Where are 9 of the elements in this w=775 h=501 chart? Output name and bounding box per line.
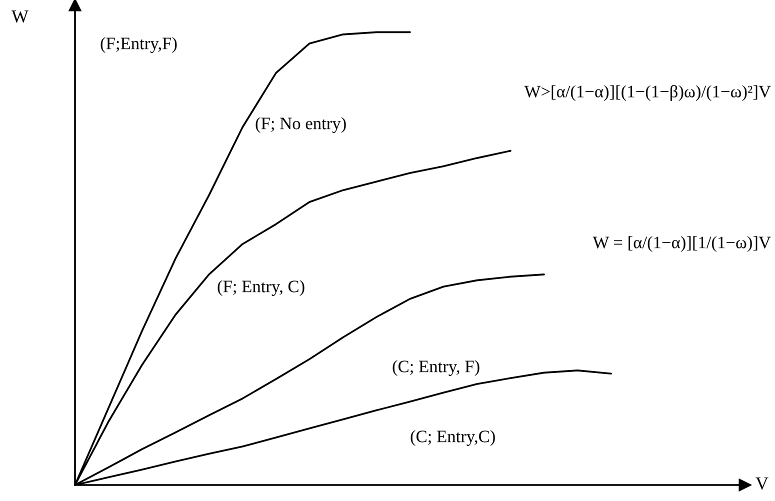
annotation: (C; Entry,C) — [410, 430, 495, 446]
x-axis-title: V — [756, 478, 768, 490]
y-axis-title: W — [11, 10, 28, 23]
annotation: (C; Entry, F) — [392, 360, 480, 376]
annotation: (F; Entry, C) — [218, 280, 304, 296]
annotation: (F; No entry) — [256, 117, 346, 133]
annotation: (F;Entry,F) — [100, 37, 177, 53]
annotation: W>[α/(1−α)][(1−(1−β)ω)/(1−ω)²]V — [524, 85, 771, 101]
annotation: W = [α/(1−α)][1/(1−ω)]V — [592, 236, 771, 252]
